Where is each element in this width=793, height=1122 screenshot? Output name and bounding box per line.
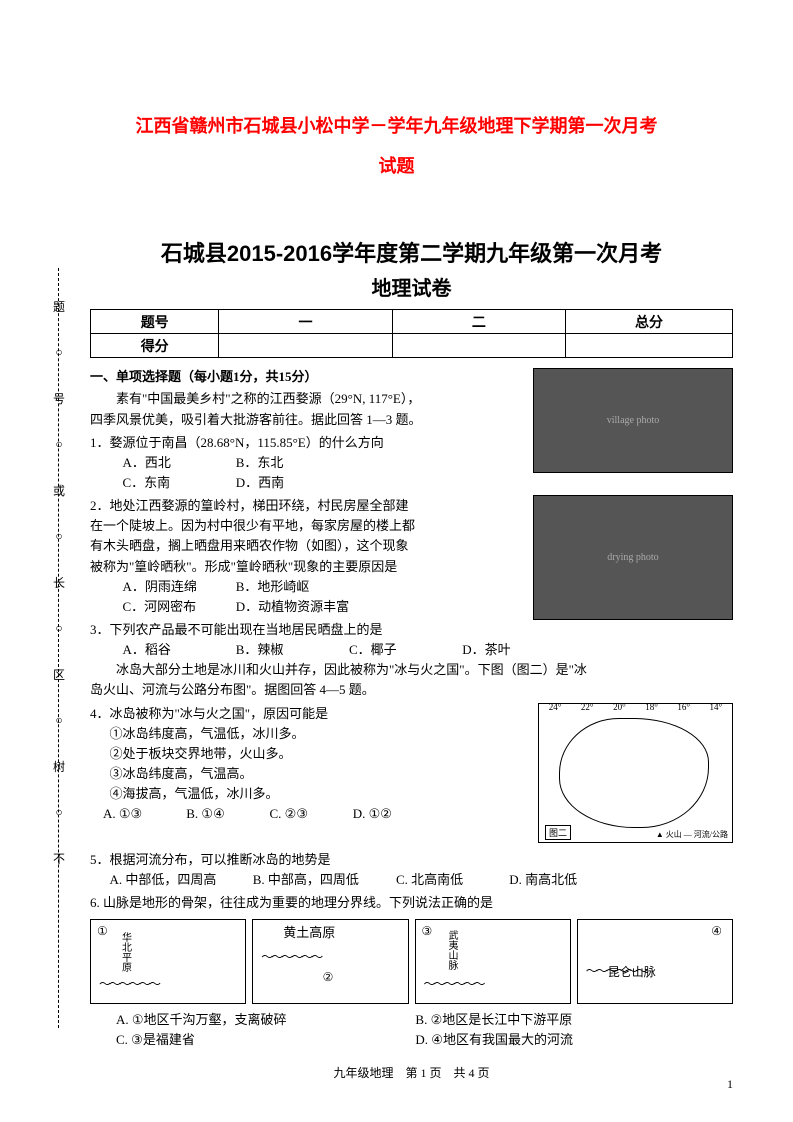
page-number: 1 (727, 1077, 733, 1092)
panel-2: 黄土高原 ② (252, 919, 408, 1004)
tick: 18° (645, 702, 658, 712)
cell: 总分 (566, 310, 733, 334)
cell-blank (392, 334, 565, 358)
option-a: A．西北 (123, 453, 233, 473)
question-5: 5．根据河流分布，可以推断冰岛的地势是 (90, 850, 733, 870)
map-longitude-ticks: 24° 22° 20° 18° 16° 14° (539, 702, 732, 712)
binding-margin-text: 题 ○ 号 ○ 或 ○ 长 ○ 区 ○ 树 ○ 不 (50, 268, 68, 897)
cell: 一 (219, 310, 392, 334)
exam-body: 石城县2015-2016学年度第二学期九年级第一次月考 地理试卷 题号 一 二 … (90, 228, 733, 1081)
terrain-wave (99, 975, 237, 983)
option-d: D. ①② (353, 804, 433, 824)
iceland-map: 24° 22° 20° 18° 16° 14° 图二 ▲ 火山 — 河流/公路 (538, 703, 733, 843)
diagram-panels: ① 华北平原 黄土高原 ② ③ 武夷山脉 ④ 昆仑山脉 (90, 919, 733, 1004)
option-a: A. ①③ (103, 804, 183, 824)
option-b: B．辣椒 (236, 640, 346, 660)
cell-blank (566, 334, 733, 358)
document-subtitle: 试题 (0, 152, 793, 208)
table-row: 题号 一 二 总分 (91, 310, 733, 334)
photo-village-1: village photo (533, 368, 733, 473)
scanned-page: 题 ○ 号 ○ 或 ○ 长 ○ 区 ○ 树 ○ 不 石城县2015-2016学年… (50, 228, 743, 1081)
binding-char: 或 (50, 482, 68, 499)
panel-number: ③ (422, 924, 433, 939)
options: A. 中部低，四周高 B. 中部高，四周低 C. 北高南低 D. 南高北低 (90, 870, 733, 890)
option-b: B. ①④ (186, 804, 266, 824)
question-3: 3．下列农产品最不可能出现在当地居民晒盘上的是 (90, 620, 733, 640)
option-d: D．西南 (236, 473, 346, 493)
panel-number: ② (323, 970, 334, 985)
binding-char: 号 (50, 390, 68, 407)
intro-iceland: 冰岛大部分土地是冰川和火山并存，因此被称为"冰与火之国"。下图（图二）是"冰 (90, 660, 733, 680)
map-legend: ▲ 火山 — 河流/公路 (656, 831, 728, 840)
panel-4: ④ 昆仑山脉 (577, 919, 733, 1004)
exam-title: 石城县2015-2016学年度第二学期九年级第一次月考 (90, 228, 733, 272)
binding-char: 不 (50, 850, 68, 867)
table-row: 得分 (91, 334, 733, 358)
binding-char: 树 (50, 758, 68, 775)
tick: 16° (677, 702, 690, 712)
options: A．稻谷 B．辣椒 C．椰子 D．茶叶 (90, 640, 733, 660)
option-c: C．东南 (123, 473, 233, 493)
cell: 二 (392, 310, 565, 334)
option-a: A. 中部低，四周高 (110, 870, 250, 890)
option-d: D．动植物资源丰富 (236, 597, 349, 617)
option-c: C. ②③ (270, 804, 350, 824)
binding-char: 长 (50, 574, 68, 591)
panel-label: 昆仑山脉 (608, 966, 656, 979)
map-outline (559, 718, 709, 828)
option-b: B．东北 (236, 453, 346, 473)
tick: 22° (581, 702, 594, 712)
panel-1: ① 华北平原 (90, 919, 246, 1004)
option-a: A．稻谷 (123, 640, 233, 660)
options: A. ①地区千沟万壑，支离破碎 B. ②地区是长江中下游平原 C. ③是福建省 … (90, 1010, 733, 1050)
tick: 14° (710, 702, 723, 712)
terrain-wave (424, 975, 562, 983)
cell-blank (219, 334, 392, 358)
option-d: D．茶叶 (462, 640, 572, 660)
option-b: B. 中部高，四周低 (253, 870, 393, 890)
option-b: B. ②地区是长江中下游平原 (415, 1010, 711, 1030)
option-d: D. ④地区有我国最大的河流 (415, 1030, 711, 1050)
terrain-wave (261, 948, 399, 956)
intro-iceland-2: 岛火山、河流与公路分布图"。据图回答 4—5 题。 (90, 680, 733, 700)
panel-number: ① (97, 924, 108, 939)
panel-3: ③ 武夷山脉 (415, 919, 571, 1004)
score-table: 题号 一 二 总分 得分 (90, 309, 733, 358)
figure-label: 图二 (545, 825, 571, 840)
option-d: D. 南高北低 (509, 870, 619, 890)
tick: 24° (549, 702, 562, 712)
binding-char: 区 (50, 666, 68, 683)
panel-label: 华北平原 (119, 932, 130, 972)
cell-label: 得分 (91, 334, 219, 358)
page-footer: 九年级地理 第 1 页 共 4 页 (90, 1064, 733, 1081)
panel-number: ④ (711, 924, 722, 939)
question-6: 6. 山脉是地形的骨架，往往成为重要的地理分界线。下列说法正确的是 (90, 893, 733, 913)
exam-subtitle: 地理试卷 (90, 272, 733, 309)
option-c: C. 北高南低 (396, 870, 506, 890)
option-b: B．地形崎岖 (236, 577, 346, 597)
option-a: A．阴雨连绵 (123, 577, 233, 597)
option-c: C．河网密布 (123, 597, 233, 617)
option-a: A. ①地区千沟万壑，支离破碎 (116, 1010, 412, 1030)
binding-char: 题 (50, 298, 68, 315)
tick: 20° (613, 702, 626, 712)
document-title: 江西省赣州市石城县小松中学－学年九年级地理下学期第一次月考 (0, 0, 793, 152)
option-c: C. ③是福建省 (116, 1030, 412, 1050)
option-c: C．椰子 (349, 640, 459, 660)
cell-label: 题号 (91, 310, 219, 334)
panel-label: 黄土高原 (283, 926, 335, 940)
photo-village-2: drying photo (533, 495, 733, 620)
panel-label: 武夷山脉 (446, 930, 457, 970)
